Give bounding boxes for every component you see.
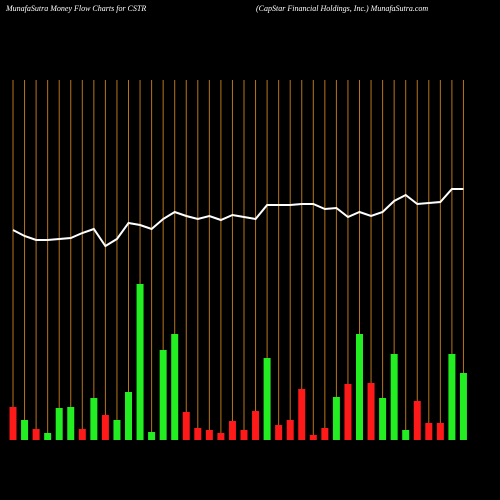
chart-title: MunafaSutra Money Flow Charts for CSTR (5, 4, 146, 13)
bar (21, 420, 29, 440)
bar (55, 408, 63, 440)
bar (309, 435, 317, 440)
bar (413, 401, 421, 440)
bar (425, 423, 433, 440)
bar (194, 428, 202, 440)
chart-subtitle: (CapStar Financial Holdings, Inc.) Munaf… (256, 4, 428, 13)
bar (171, 334, 179, 440)
bar (113, 420, 121, 440)
bar (90, 398, 98, 440)
bar (78, 429, 86, 440)
bar (367, 383, 375, 440)
bar (356, 334, 363, 440)
bar (148, 432, 156, 440)
bar (44, 433, 52, 440)
bar (390, 354, 398, 440)
bar (136, 284, 144, 440)
bar (159, 350, 167, 440)
bar (125, 392, 132, 440)
bar (275, 425, 283, 440)
bar (252, 411, 260, 440)
bar (67, 407, 75, 440)
bar (344, 384, 352, 440)
bar (459, 373, 467, 440)
bar (298, 389, 306, 440)
bar (332, 397, 340, 440)
bar (240, 430, 248, 440)
bar (101, 415, 109, 440)
bar (321, 428, 329, 440)
bar (228, 421, 236, 440)
bar (286, 420, 294, 440)
bar (436, 423, 444, 440)
bar (448, 354, 456, 440)
bar (182, 412, 190, 440)
bar (32, 429, 40, 440)
bar (9, 407, 17, 440)
bar (205, 430, 213, 440)
bar (263, 358, 271, 440)
line (12, 188, 464, 248)
bar (379, 398, 387, 440)
bar (217, 433, 225, 440)
bar (402, 430, 410, 440)
